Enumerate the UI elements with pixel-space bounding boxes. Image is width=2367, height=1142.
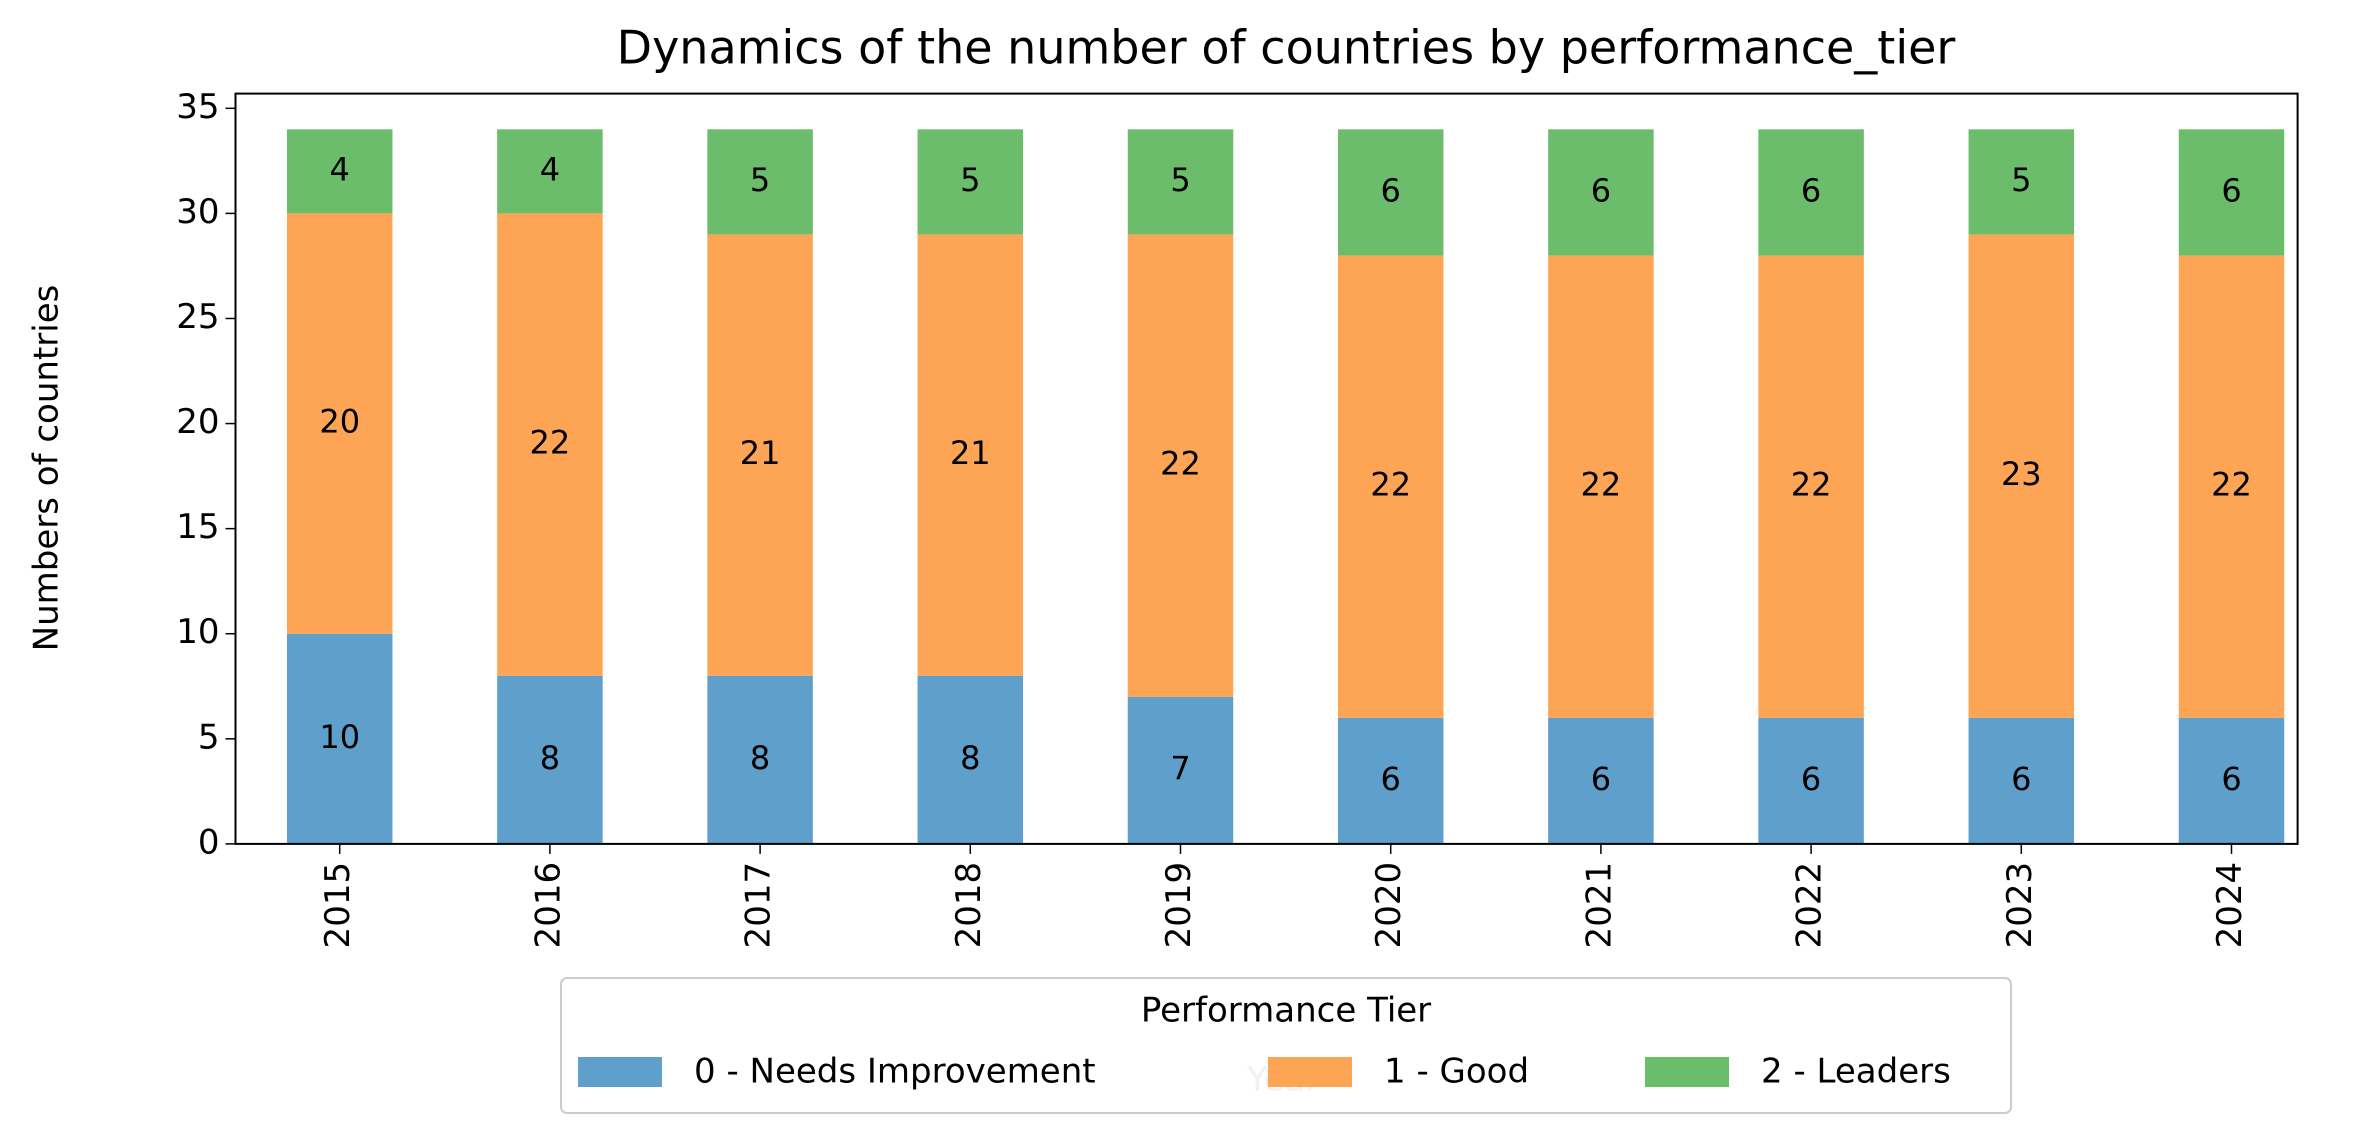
legend-label: 1 - Good xyxy=(1384,1052,1529,1092)
value-label: 6 xyxy=(1591,760,1611,798)
legend-swatch xyxy=(1268,1057,1352,1087)
bar-segment xyxy=(1127,129,1234,235)
bar-segment xyxy=(1548,255,1654,718)
bar-segment xyxy=(2178,129,2285,256)
legend-swatch xyxy=(578,1057,662,1087)
value-label: 6 xyxy=(1591,171,1611,209)
value-label: 8 xyxy=(540,739,560,777)
value-label: 6 xyxy=(2221,760,2241,798)
legend-label: 0 - Needs Improvement xyxy=(694,1052,1096,1092)
bar-segment xyxy=(1337,717,1444,844)
bar-segment xyxy=(286,213,393,634)
x-tick-label: 2023 xyxy=(2000,862,2040,949)
value-label: 10 xyxy=(319,718,360,756)
bar-segment xyxy=(1127,234,1234,697)
value-label: 22 xyxy=(1581,466,1622,504)
bar-segment xyxy=(707,129,813,235)
value-label: 6 xyxy=(1381,171,1401,209)
bar-segment xyxy=(1337,129,1444,256)
x-tick-label: 2024 xyxy=(2210,862,2250,949)
value-label: 4 xyxy=(330,150,350,188)
bar-segment xyxy=(286,129,393,214)
bar-segment xyxy=(497,675,603,844)
value-label: 22 xyxy=(530,424,571,462)
bar-segment xyxy=(707,234,813,676)
value-label: 5 xyxy=(750,161,770,199)
y-axis-label: Numbers of countries xyxy=(27,285,67,652)
y-tick-label: 30 xyxy=(176,192,219,232)
bar-segment xyxy=(1968,129,2075,235)
bar-segment xyxy=(286,633,393,844)
bar-segment xyxy=(2178,255,2285,718)
y-tick-label: 5 xyxy=(198,717,220,757)
legend-title: Performance Tier xyxy=(1141,991,1431,1031)
value-label: 8 xyxy=(960,739,980,777)
bar-segment xyxy=(497,213,603,676)
bar-segment xyxy=(2178,717,2285,844)
y-tick-label: 35 xyxy=(176,87,219,127)
value-label: 8 xyxy=(750,739,770,777)
bar-segment xyxy=(917,129,1024,235)
value-label: 22 xyxy=(1160,445,1201,483)
bar-segment xyxy=(917,234,1024,676)
value-label: 6 xyxy=(2011,760,2031,798)
y-tick-label: 0 xyxy=(198,822,220,862)
bar-segment xyxy=(1758,717,1864,844)
bar-segment xyxy=(1758,129,1864,256)
value-label: 4 xyxy=(540,150,560,188)
bar-segment xyxy=(1127,696,1234,844)
value-label: 5 xyxy=(1170,161,1190,199)
bar-segment xyxy=(707,675,813,844)
bar-segment xyxy=(1968,717,2075,844)
bar-segment xyxy=(1337,255,1444,718)
bar-segment xyxy=(1968,234,2075,718)
value-label: 22 xyxy=(1791,466,1832,504)
bar-segment xyxy=(1758,255,1864,718)
chart-title: Dynamics of the number of countries by p… xyxy=(617,21,1956,75)
x-tick-label: 2022 xyxy=(1790,862,1830,949)
value-label: 6 xyxy=(1381,760,1401,798)
value-label: 21 xyxy=(740,434,781,472)
value-label: 22 xyxy=(1370,466,1411,504)
value-label: 20 xyxy=(319,403,360,441)
x-tick-label: 2019 xyxy=(1159,862,1199,949)
x-tick-label: 2020 xyxy=(1369,862,1409,949)
bar-segment xyxy=(917,675,1024,844)
bar-segment xyxy=(1548,129,1654,256)
x-tick-label: 2018 xyxy=(949,862,989,949)
value-label: 23 xyxy=(2001,455,2042,493)
value-label: 6 xyxy=(1801,171,1821,209)
x-tick-label: 2016 xyxy=(528,862,568,949)
value-label: 7 xyxy=(1170,749,1190,787)
value-label: 5 xyxy=(2011,161,2031,199)
value-label: 6 xyxy=(1801,760,1821,798)
legend-label: 2 - Leaders xyxy=(1761,1052,1951,1092)
y-tick-label: 10 xyxy=(176,612,219,652)
value-label: 5 xyxy=(960,161,980,199)
x-tick-label: 2017 xyxy=(739,862,779,949)
value-label: 6 xyxy=(2221,171,2241,209)
value-label: 21 xyxy=(950,434,991,472)
legend: Performance Tier 0 - Needs Improvement 1 -… xyxy=(560,977,2012,1114)
y-tick-label: 20 xyxy=(176,402,219,442)
axes-frame xyxy=(234,92,2299,845)
bar-segment xyxy=(1548,717,1654,844)
bar-segment xyxy=(497,129,603,214)
value-label: 22 xyxy=(2211,466,2252,504)
x-tick-label: 2015 xyxy=(318,862,358,949)
legend-swatch xyxy=(1645,1057,1729,1087)
y-tick-label: 25 xyxy=(176,297,219,337)
x-tick-label: 2021 xyxy=(1579,862,1619,949)
y-tick-label: 15 xyxy=(176,507,219,547)
